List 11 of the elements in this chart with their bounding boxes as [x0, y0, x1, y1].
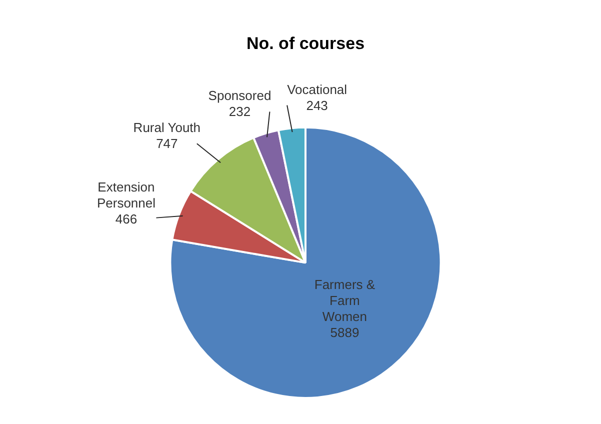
data-label: 5889	[330, 324, 360, 340]
chart-title: No. of courses	[246, 34, 365, 53]
slice-label: Extension Personnel	[96, 179, 156, 210]
data-label: 232	[228, 104, 251, 120]
slice-label: Rural Youth	[133, 120, 201, 136]
data-label: 466	[115, 211, 138, 226]
slice-label: Vocational	[287, 82, 348, 97]
slice-label: Sponsored	[208, 88, 272, 104]
data-label: 243	[306, 98, 328, 113]
slice-label: Farmers & Farm Women	[314, 276, 376, 324]
data-label: 747	[156, 136, 178, 152]
